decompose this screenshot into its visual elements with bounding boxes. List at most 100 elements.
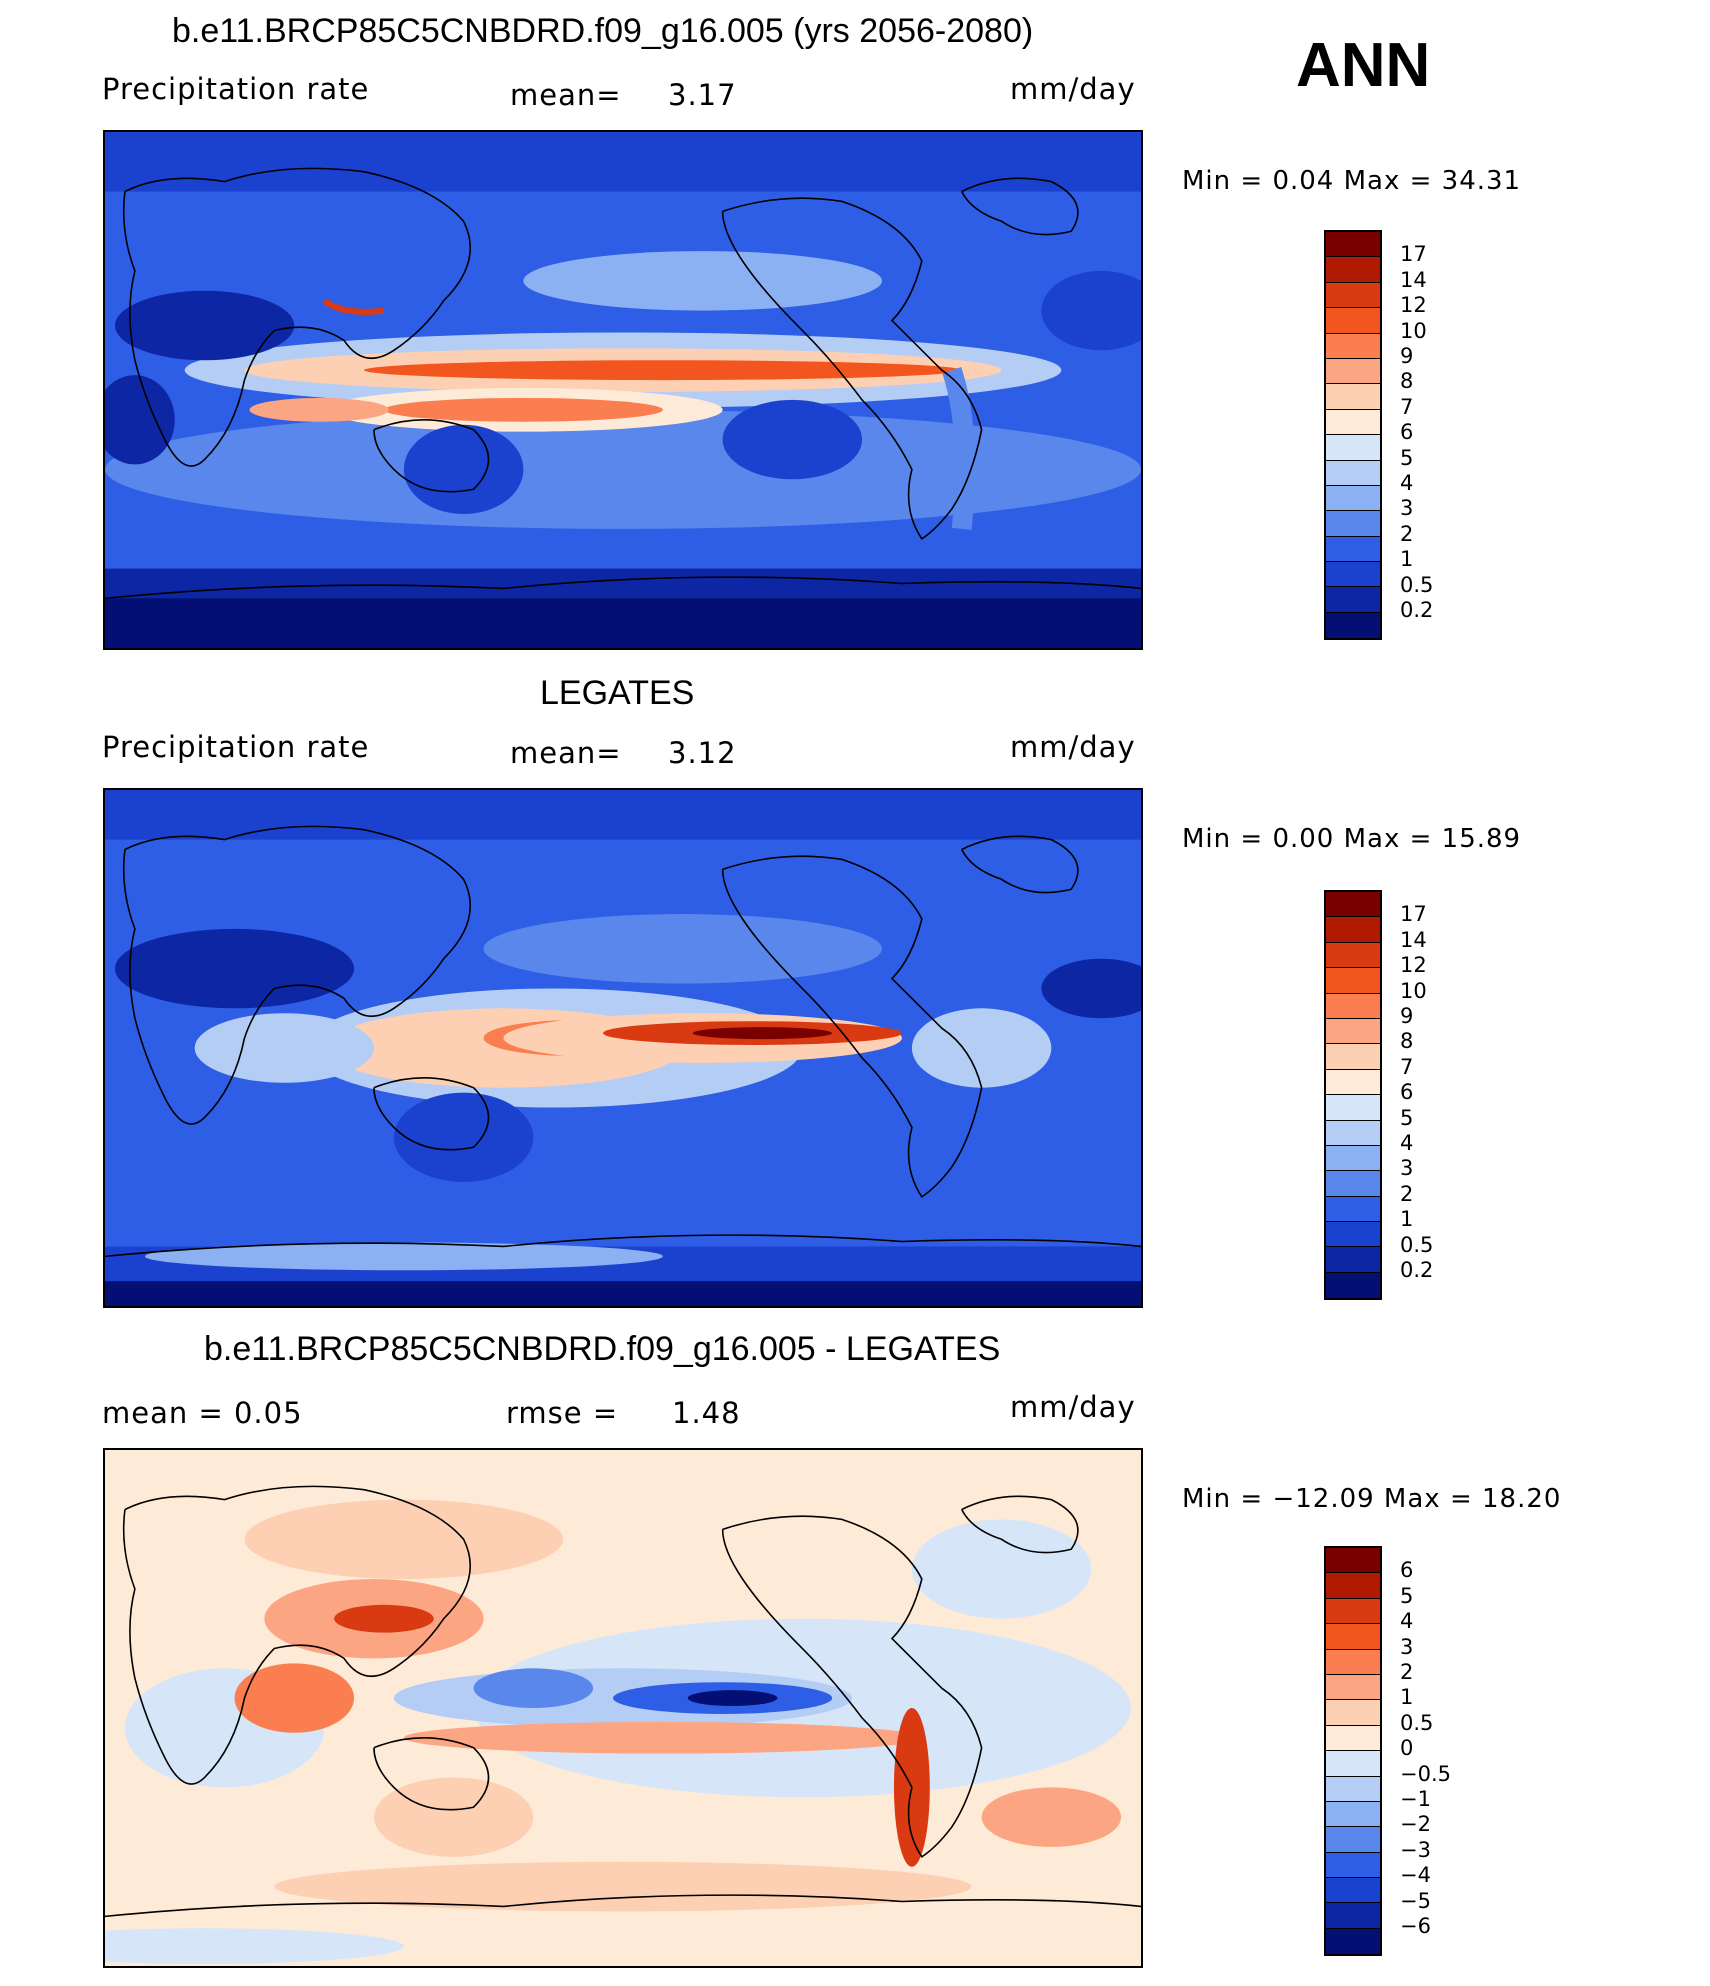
panel3-stat-label: rmse =: [506, 1396, 619, 1430]
colorbar-segment: [1326, 968, 1380, 994]
colorbar-label: 6: [1400, 1558, 1414, 1583]
panel1-variable: Precipitation rate: [102, 72, 370, 106]
colorbar-label: 1: [1400, 547, 1414, 572]
colorbar-segment: [1326, 1674, 1380, 1701]
colorbar-segment: [1326, 612, 1380, 639]
colorbar-segment: [1326, 1222, 1380, 1248]
colorbar-label: 3: [1400, 496, 1414, 521]
colorbar-segment: [1326, 511, 1380, 537]
colorbar-label: 6: [1400, 1080, 1414, 1105]
colorbar-label: 17: [1400, 242, 1427, 267]
panel2-colorbar: [1324, 890, 1382, 1301]
colorbar-segment: [1326, 1548, 1380, 1574]
panel1-map: [103, 130, 1143, 650]
colorbar-label: 3: [1400, 1156, 1414, 1181]
panel2-units: mm/day: [1010, 730, 1136, 764]
panel3-mean: mean = 0.05: [102, 1396, 303, 1430]
season-label: ANN: [1296, 31, 1431, 100]
colorbar-segment: [1326, 1776, 1380, 1802]
colorbar-label: 0.5: [1400, 1232, 1434, 1257]
colorbar-segment: [1326, 1827, 1380, 1853]
colorbar-label: −1: [1400, 1787, 1431, 1811]
colorbar-segment: [1326, 1878, 1380, 1904]
colorbar-label: 7: [1400, 394, 1414, 419]
colorbar-label: 4: [1400, 471, 1414, 495]
colorbar-segment: [1326, 1649, 1380, 1675]
colorbar-label: 12: [1400, 293, 1427, 318]
colorbar-label: 5: [1400, 1583, 1414, 1608]
colorbar-segment: [1326, 409, 1380, 436]
colorbar-segment: [1326, 358, 1380, 385]
panel2-variable: Precipitation rate: [102, 730, 370, 764]
colorbar-segment: [1326, 1573, 1380, 1599]
colorbar-segment: [1326, 282, 1380, 309]
colorbar-segment: [1326, 1196, 1380, 1223]
colorbar-segment: [1326, 1725, 1380, 1752]
colorbar-segment: [1326, 1069, 1380, 1096]
panel3-colorbar: [1324, 1546, 1382, 1957]
colorbar-segment: [1326, 1903, 1380, 1929]
panel2-map: [103, 788, 1143, 1308]
colorbar-label: 7: [1400, 1054, 1414, 1079]
colorbar-label: 1: [1400, 1207, 1414, 1232]
panel2-title: LEGATES: [540, 674, 695, 712]
colorbar-label: 9: [1400, 344, 1414, 368]
colorbar-segment: [1326, 1928, 1380, 1955]
colorbar-label: −6: [1400, 1914, 1431, 1938]
colorbar-segment: [1326, 1624, 1380, 1650]
colorbar-segment: [1326, 1018, 1380, 1045]
panel3-stat-value: 1.48: [672, 1396, 741, 1430]
colorbar-label: 14: [1400, 267, 1427, 292]
colorbar-segment: [1326, 536, 1380, 563]
colorbar-segment: [1326, 1852, 1380, 1879]
colorbar-label: 5: [1400, 1105, 1414, 1130]
colorbar-segment: [1326, 1801, 1380, 1828]
colorbar-segment: [1326, 993, 1380, 1019]
colorbar-segment: [1326, 1272, 1380, 1299]
colorbar-label: 5: [1400, 445, 1414, 470]
colorbar-segment: [1326, 1751, 1380, 1777]
panel2-minmax: Min = 0.00 Max = 15.89: [1182, 824, 1522, 854]
colorbar-label: −3: [1400, 1837, 1431, 1862]
colorbar-segment: [1326, 1095, 1380, 1121]
colorbar-segment: [1326, 308, 1380, 334]
colorbar-label: 6: [1400, 420, 1414, 445]
colorbar-segment: [1326, 333, 1380, 359]
colorbar-segment: [1326, 460, 1380, 486]
colorbar-segment: [1326, 1598, 1380, 1625]
colorbar-label: 8: [1400, 369, 1414, 394]
panel1-stat-value: 3.17: [668, 78, 737, 112]
colorbar-label: 10: [1400, 318, 1427, 343]
colorbar-label: −5: [1400, 1888, 1431, 1913]
colorbar-label: 1: [1400, 1685, 1414, 1710]
panel3-units: mm/day: [1010, 1390, 1136, 1424]
panel1-stat-label: mean=: [510, 78, 622, 112]
colorbar-label: −0.5: [1400, 1761, 1451, 1786]
colorbar-segment: [1326, 384, 1380, 410]
colorbar-segment: [1326, 232, 1380, 258]
colorbar-label: 2: [1400, 1181, 1414, 1206]
colorbar-label: 9: [1400, 1004, 1414, 1028]
colorbar-label: 4: [1400, 1609, 1414, 1634]
colorbar-segment: [1326, 485, 1380, 512]
colorbar-label: 0.5: [1400, 1710, 1434, 1735]
colorbar-segment: [1326, 892, 1380, 918]
colorbar-segment: [1326, 1044, 1380, 1070]
colorbar-label: 0.2: [1400, 1258, 1434, 1282]
panel1-colorbar: [1324, 230, 1382, 641]
colorbar-segment: [1326, 1120, 1380, 1146]
colorbar-label: 2: [1400, 521, 1414, 546]
colorbar-label: 0.2: [1400, 598, 1434, 622]
colorbar-segment: [1326, 1145, 1380, 1172]
colorbar-label: 8: [1400, 1029, 1414, 1054]
panel3-title: b.e11.BRCP85C5CNBDRD.f09_g16.005 - LEGAT…: [204, 1330, 1001, 1368]
colorbar-label: 0.5: [1400, 572, 1434, 597]
colorbar-label: 0: [1400, 1736, 1414, 1761]
panel1-units: mm/day: [1010, 72, 1136, 106]
colorbar-segment: [1326, 942, 1380, 969]
colorbar-label: 4: [1400, 1131, 1414, 1155]
colorbar-segment: [1326, 1700, 1380, 1726]
colorbar-segment: [1326, 435, 1380, 461]
colorbar-label: 17: [1400, 902, 1427, 927]
colorbar-segment: [1326, 257, 1380, 283]
